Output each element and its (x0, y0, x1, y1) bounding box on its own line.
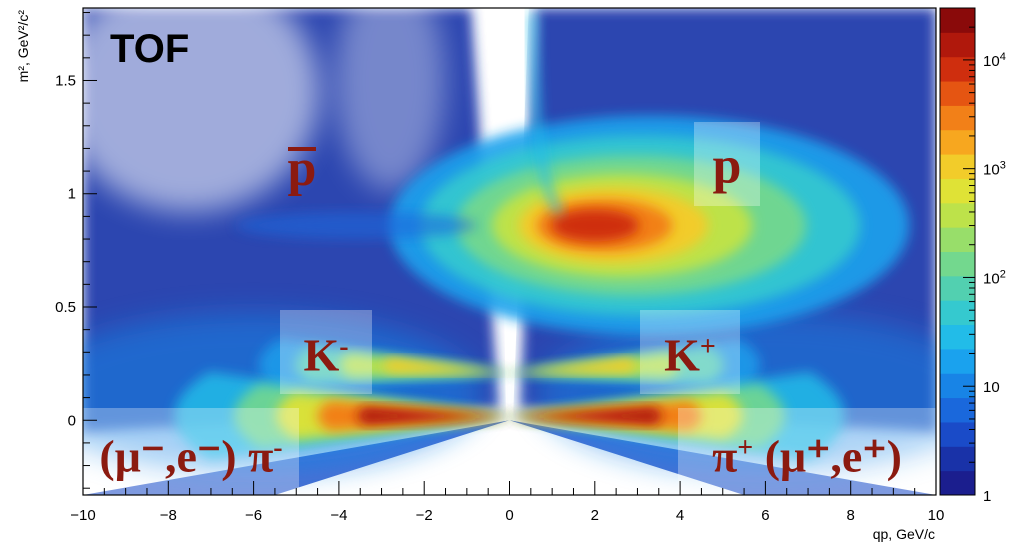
x-tick-label: 4 (676, 507, 684, 524)
colorbar-segment (940, 32, 975, 58)
charge-sign: + (700, 331, 716, 362)
colorbar-tick-label: 104 (983, 51, 1006, 70)
particle-suffix: (μ⁺,e⁺) (753, 430, 902, 481)
colorbar-tick-label: 102 (983, 268, 1006, 287)
colorbar-frame (939, 7, 976, 496)
x-tick-label: 10 (928, 507, 945, 524)
particle-name: π (712, 430, 737, 481)
proton-density (235, 12, 910, 336)
x-tick-label: 2 (591, 507, 599, 524)
colorbar-segment (940, 348, 975, 374)
colorbar-segment (940, 105, 975, 131)
y-tick-label: 0 (68, 412, 76, 429)
charge-sign: - (273, 432, 282, 463)
colorbar-segment (940, 81, 975, 106)
x-axis: −10 −8 −6 −4 −2 0 2 4 6 8 10 (70, 481, 944, 524)
particle-label: K- (303, 329, 348, 380)
detector-tag: TOF (110, 27, 189, 71)
particle-name: (μ⁻,e⁻) π (99, 430, 273, 481)
colorbar-segment (940, 470, 975, 496)
x-tick-label: 0 (505, 507, 513, 524)
x-tick-label: 6 (761, 507, 769, 524)
particle-name: p (713, 137, 742, 194)
particle-label: K+ (664, 329, 716, 380)
label-box (640, 310, 740, 394)
y-axis: 0 0.5 1 1.5 (55, 12, 97, 489)
y-tick-label: 1 (68, 186, 76, 203)
colorbar-segment (940, 56, 975, 82)
label-box (678, 408, 936, 496)
pion-density (174, 371, 845, 460)
charge-sign: - (339, 331, 348, 362)
y-tick-label: 0.5 (55, 299, 76, 316)
y-axis-title: m², GeV²/c² (15, 10, 31, 83)
colorbar-tick-label: 103 (983, 160, 1006, 179)
colorbar-segment (940, 373, 975, 399)
x-axis-title: qp, GeV/c (873, 526, 935, 542)
colorbar-segment (940, 300, 975, 326)
particle-labels: ppK+K-π+ (μ⁺,e⁺)(μ⁻,e⁻) π- (99, 137, 902, 481)
x-tick-label: −8 (160, 507, 177, 524)
colorbar-segment (940, 129, 975, 155)
colorbar-segment (940, 178, 975, 204)
x-tick-label: −6 (245, 507, 262, 524)
charge-sign: + (737, 432, 753, 463)
colorbar-segment (940, 154, 975, 179)
y-tick-label: 1.5 (55, 72, 76, 89)
colorbar-segment (940, 227, 975, 252)
colorbar-segment (940, 251, 975, 277)
colorbar-tick-label: 10 (983, 379, 1000, 396)
colorbar-tick-label: 1 (983, 488, 991, 505)
x-tick-label: −10 (70, 507, 95, 524)
particle-label-boxes (83, 122, 936, 496)
particle-label: (μ⁻,e⁻) π- (99, 430, 282, 481)
colorbar-segment (940, 202, 975, 228)
heatmap-layer (83, 8, 936, 495)
colorbar-segment (940, 446, 975, 472)
particle-label: π+ (μ⁺,e⁺) (712, 430, 902, 481)
x-tick-label: −4 (330, 507, 347, 524)
particle-label: p (713, 137, 742, 194)
kaon-density (258, 338, 761, 391)
x-tick-label: 8 (847, 507, 855, 524)
label-box (694, 122, 760, 206)
colorbar-segment (940, 8, 975, 33)
label-box (280, 310, 372, 394)
x-tick-label: −2 (416, 507, 433, 524)
colorbar: 1 10 102 103 104 (939, 7, 1006, 505)
particle-name: K (664, 329, 700, 380)
colorbar-segment (940, 324, 975, 350)
particle-name: K (303, 329, 339, 380)
label-box (83, 408, 299, 496)
